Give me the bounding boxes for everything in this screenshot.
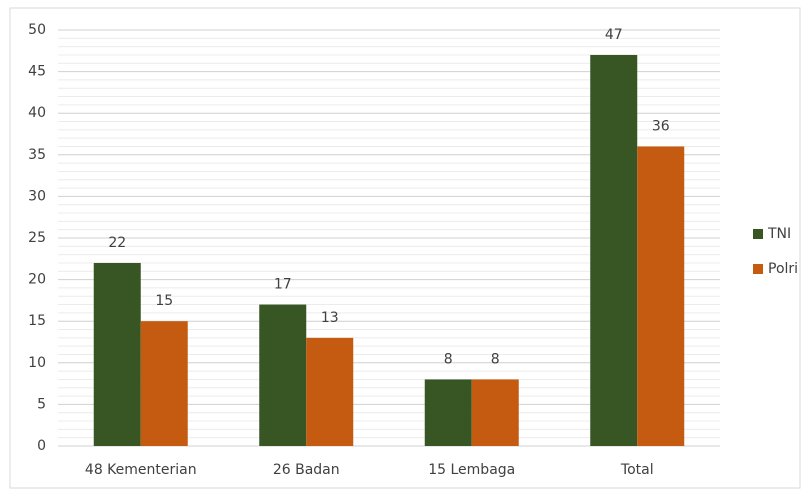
bar	[93, 262, 141, 446]
y-tick-label: 45	[28, 64, 46, 80]
data-label: 8	[491, 351, 500, 367]
data-label: 47	[605, 27, 623, 43]
bar	[259, 304, 307, 446]
data-label: 8	[444, 351, 453, 367]
data-label: 17	[274, 277, 292, 293]
x-tick-label: Total	[620, 462, 654, 478]
legend-label: TNI	[767, 226, 791, 242]
x-tick-label: 15 Lembaga	[428, 462, 515, 478]
data-label: 36	[652, 118, 670, 134]
legend-label: Polri	[768, 261, 798, 277]
y-tick-label: 40	[28, 105, 46, 121]
bar	[471, 379, 519, 446]
bar	[637, 146, 685, 447]
legend-swatch	[753, 264, 763, 274]
y-tick-label: 0	[37, 438, 46, 454]
x-tick-label: 26 Badan	[273, 462, 340, 478]
data-label: 13	[321, 310, 339, 326]
y-tick-label: 30	[28, 188, 46, 204]
x-tick-label: 48 Kementerian	[85, 462, 197, 478]
bar	[424, 379, 472, 446]
y-tick-label: 35	[28, 147, 46, 163]
y-tick-label: 10	[28, 355, 46, 371]
y-tick-label: 15	[28, 313, 46, 329]
y-tick-label: 25	[28, 230, 46, 246]
data-label: 15	[155, 293, 173, 309]
y-tick-label: 20	[28, 272, 46, 288]
data-label: 22	[108, 235, 126, 251]
bar	[140, 321, 188, 446]
bar	[306, 337, 354, 446]
bar	[590, 54, 638, 447]
legend-swatch	[753, 229, 763, 239]
y-tick-label: 50	[28, 22, 46, 38]
y-tick-label: 5	[37, 396, 46, 412]
